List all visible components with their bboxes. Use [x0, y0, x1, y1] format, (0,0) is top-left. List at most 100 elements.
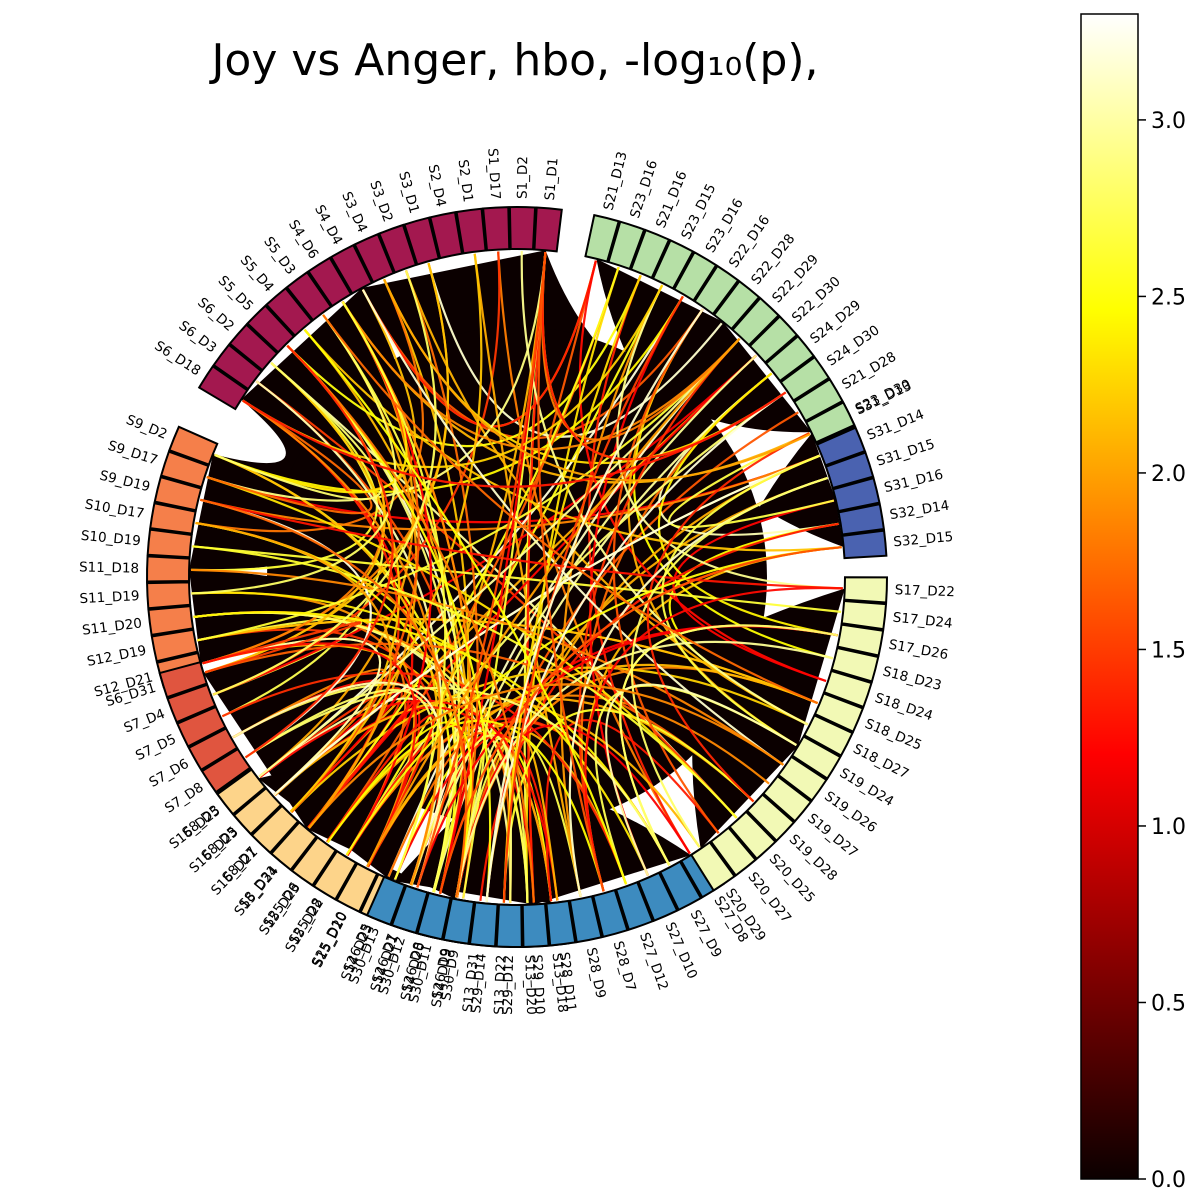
- node-arc: [390, 884, 429, 935]
- node-arc: [731, 296, 781, 347]
- band-3: [258, 734, 691, 905]
- colorbar: 0.0 0.5 1.0 1.5 2.0 2.5 3.0: [1080, 13, 1186, 1193]
- node-arc: [146, 581, 192, 610]
- node-arc: [545, 899, 577, 947]
- node-arc: [265, 286, 314, 337]
- node-arc: [482, 206, 511, 252]
- node-arc: [836, 623, 885, 657]
- colorbar-tick-label: 2.5: [1151, 285, 1186, 310]
- node-label: S7_D4: [122, 706, 168, 736]
- node-arc: [403, 216, 440, 266]
- node-arc: [335, 862, 379, 913]
- node-label: S27_D12: [636, 931, 671, 993]
- node-label: S32_D14: [889, 498, 951, 524]
- chord-link: [244, 344, 394, 759]
- node-label: S9_D17: [106, 438, 160, 469]
- chord-link: [346, 724, 466, 895]
- chord-link: [192, 545, 738, 819]
- node-arc: [792, 377, 844, 423]
- colorbar-tick-label: 0.0: [1151, 1168, 1186, 1193]
- chord-link: [479, 522, 839, 902]
- node-arc: [813, 692, 865, 733]
- node-label: S4_D6: [285, 217, 321, 262]
- node-label: S1_D2: [515, 156, 532, 199]
- node-arc: [831, 476, 881, 513]
- chord-link: [502, 295, 684, 903]
- node-arc: [712, 279, 761, 331]
- node-label: S2_D4: [425, 163, 449, 208]
- node-arc: [824, 451, 875, 490]
- node-label: S23_D16: [627, 158, 661, 220]
- chord-link: [485, 391, 787, 902]
- node-arc: [146, 528, 193, 559]
- chord-link: [439, 546, 842, 895]
- node-arc: [285, 270, 333, 322]
- node-arc: [508, 206, 537, 251]
- node-arc: [442, 897, 476, 945]
- node-label: S31_D15: [875, 436, 937, 470]
- chord-link: [303, 328, 842, 552]
- colorbar-tick-label: 1.0: [1151, 815, 1186, 840]
- node-arc: [377, 223, 418, 274]
- node-arc: [495, 903, 523, 948]
- node-arc: [584, 213, 620, 263]
- node-arc: [455, 207, 487, 255]
- chord-link: [202, 621, 362, 674]
- node-arc: [175, 705, 227, 748]
- node-arc: [804, 401, 856, 444]
- node-label: S9_D2: [124, 412, 170, 443]
- node-arc: [353, 232, 395, 284]
- chord-link: [485, 308, 704, 902]
- node-label: S29_D10: [529, 954, 548, 1015]
- chord-link: [346, 284, 664, 856]
- chord-link: [326, 721, 473, 898]
- node-arc: [290, 835, 338, 887]
- node-arc: [777, 755, 828, 802]
- node-arc: [822, 669, 873, 709]
- node-arc: [841, 529, 888, 560]
- chord-link: [526, 252, 547, 903]
- chord-link: [473, 253, 582, 897]
- node-label: S13_D20: [521, 955, 539, 1016]
- node-arc: [153, 475, 203, 512]
- chord-link: [307, 701, 414, 829]
- chord-link: [273, 454, 821, 796]
- node-arc: [728, 810, 777, 861]
- node-arc: [748, 315, 799, 364]
- node-arc: [689, 840, 736, 892]
- chord-links: [191, 250, 843, 903]
- node-label: S18_D24: [873, 690, 935, 724]
- node-label: S13_D18: [549, 952, 571, 1013]
- node-arc: [146, 555, 191, 583]
- node-arc: [168, 425, 219, 466]
- chord-link: [520, 250, 809, 726]
- chord-link: [191, 568, 785, 766]
- node-label: S13_D31: [460, 952, 483, 1013]
- node-label: S1_D17: [484, 148, 503, 200]
- chord-link: [394, 732, 553, 902]
- chord-link: [668, 432, 835, 529]
- chord-link: [455, 640, 833, 898]
- node-label: S10_D17: [84, 496, 146, 522]
- node-arc: [312, 849, 358, 901]
- node-arc: [149, 502, 197, 535]
- node-arc: [830, 646, 880, 683]
- node-arc: [614, 880, 654, 931]
- chord-link: [616, 284, 843, 590]
- node-label: S17_D22: [895, 582, 956, 600]
- chord-link: [404, 270, 809, 726]
- chord-link: [195, 521, 392, 829]
- chord-link: [212, 270, 437, 696]
- chord-link: [270, 362, 401, 813]
- node-label: S31_D14: [865, 406, 927, 443]
- chord-link: [232, 681, 445, 888]
- node-label: S17_D26: [887, 637, 949, 663]
- band-5: [666, 433, 836, 849]
- chord-link: [202, 642, 417, 868]
- chord-link: [244, 686, 671, 866]
- node-label: S12_D19: [86, 643, 148, 670]
- node-arc: [651, 238, 695, 290]
- node-label: S28_D9: [583, 946, 609, 1000]
- node-arc: [365, 875, 407, 926]
- node-arc: [468, 901, 499, 948]
